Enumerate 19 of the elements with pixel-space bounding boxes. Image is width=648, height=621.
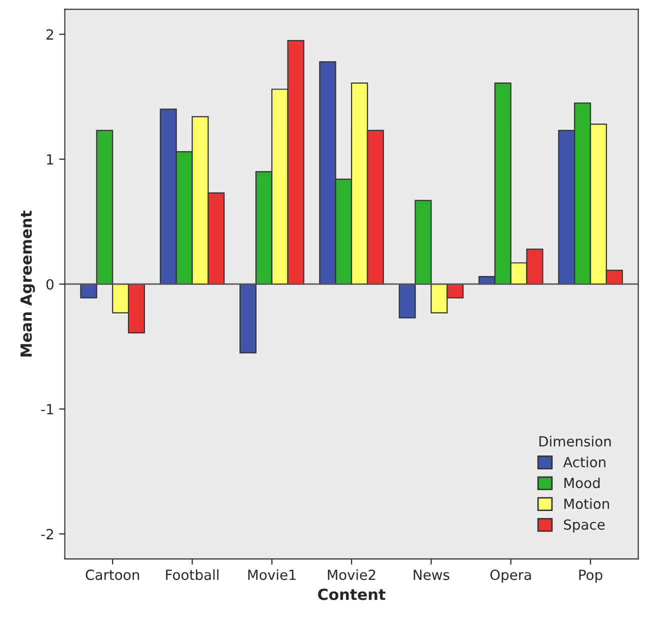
y-axis-title: Mean Agreement bbox=[20, 210, 35, 356]
y-tick-label: -2 bbox=[41, 528, 53, 540]
x-tick-label: News bbox=[414, 570, 450, 580]
x-tick-label: Movie2 bbox=[328, 569, 376, 580]
x-tick-label: Football bbox=[166, 569, 218, 580]
x-tick-label: Cartoon bbox=[86, 570, 139, 580]
legend-label: Space bbox=[564, 519, 605, 533]
legend-label: Action bbox=[563, 456, 606, 468]
y-tick-label: -1 bbox=[41, 404, 54, 414]
y-tick-label: 1 bbox=[47, 154, 54, 164]
x-axis-title: Content bbox=[318, 588, 386, 600]
legend-label: Motion bbox=[564, 498, 609, 510]
y-tick-label: 2 bbox=[46, 29, 53, 40]
legend-label: Mood bbox=[564, 477, 600, 488]
x-tick-label: Pop bbox=[579, 570, 602, 583]
x-tick-label: Movie1 bbox=[248, 569, 296, 580]
x-tick-label: Opera bbox=[490, 570, 531, 583]
y-tick-label: 0 bbox=[46, 279, 54, 290]
legend-title: Dimension bbox=[539, 436, 611, 447]
